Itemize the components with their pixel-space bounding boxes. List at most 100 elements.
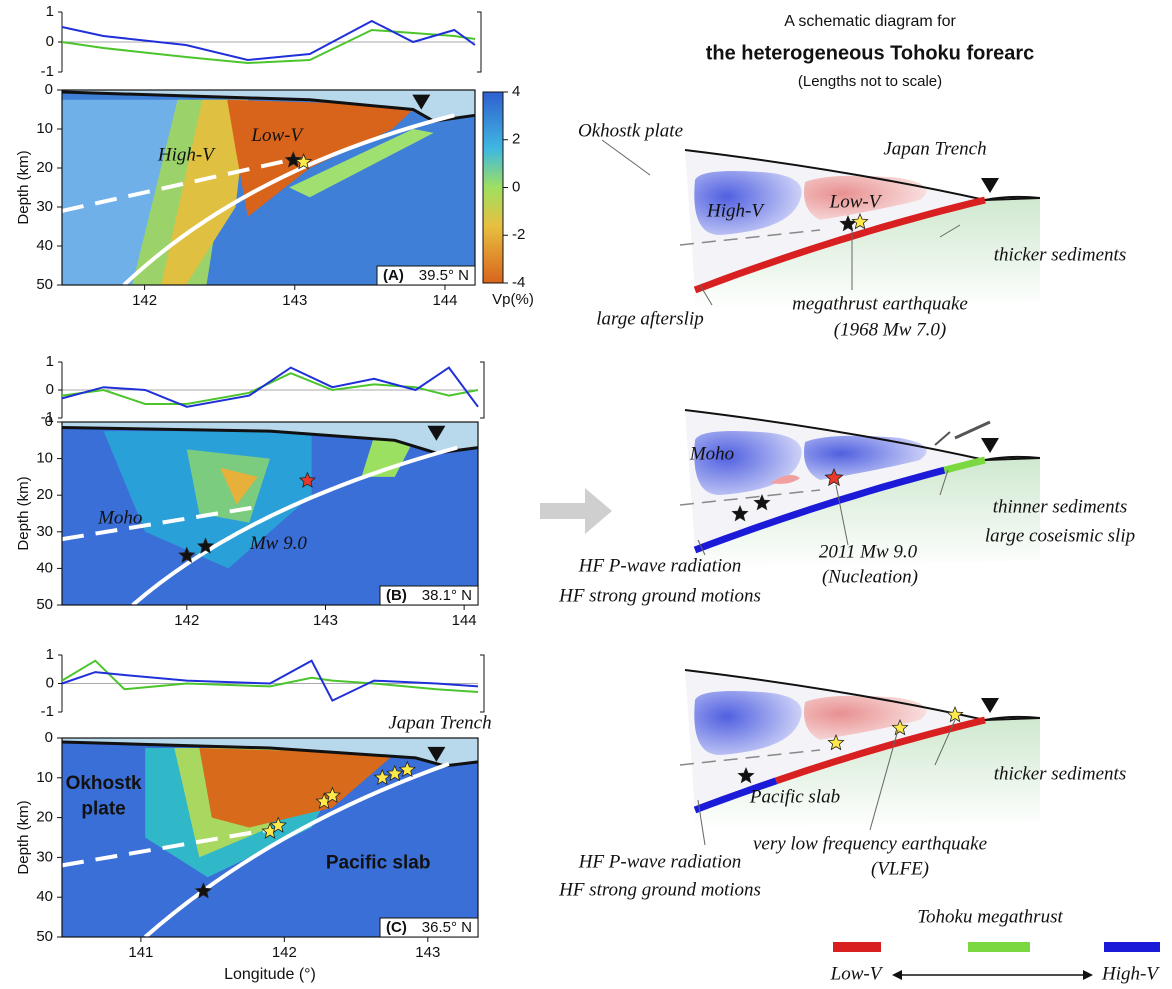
y-tick-label: 40	[36, 237, 53, 254]
y-tick-label: 20	[36, 486, 53, 503]
profile-blue	[61, 19, 476, 62]
upper-plate	[684, 149, 1041, 202]
star	[323, 786, 341, 804]
y-tick-label: 20	[36, 159, 53, 176]
seafloor	[61, 740, 479, 768]
x-tick-label: 143	[282, 292, 307, 309]
seafloor	[61, 90, 476, 123]
y-tick-label: 30	[36, 198, 53, 215]
latitude: 38.1° N	[422, 587, 472, 604]
schematic-subtitle: the heterogeneous Tohoku forearc	[706, 42, 1035, 64]
ocean	[62, 422, 478, 454]
moho	[61, 158, 290, 213]
bracket	[477, 11, 482, 73]
x-tick-label: 142	[272, 944, 297, 961]
velocity-region	[361, 436, 416, 477]
schematic-label: megathrust earthquake	[792, 293, 968, 314]
high-v-body	[694, 691, 802, 755]
schematic-label: thinner sediments	[993, 496, 1128, 517]
y-tick-label: 10	[36, 450, 53, 467]
pointer	[939, 224, 961, 238]
velocity-region	[199, 748, 395, 828]
high-v-body	[694, 431, 802, 495]
slip-arrow	[954, 420, 991, 440]
panel-id: (C)	[386, 919, 407, 936]
x-tick-label: 142	[132, 292, 157, 309]
schematic-label: 2011 Mw 9.0	[819, 541, 918, 562]
legend-label: High-V	[1101, 963, 1160, 984]
star	[851, 212, 869, 230]
pointer	[699, 284, 713, 306]
pointer	[697, 799, 706, 846]
pointer	[939, 469, 949, 496]
y-tick-label: 40	[36, 559, 53, 576]
x-tick-label: 143	[415, 944, 440, 961]
schematic-title: A schematic diagram for	[784, 13, 956, 30]
x-tick-label: 142	[174, 612, 199, 629]
ocean	[62, 90, 475, 122]
low-v-patch	[770, 474, 800, 484]
panel-id: (B)	[386, 587, 407, 604]
schematic-label: very low frequency earthquake	[753, 833, 987, 854]
seafloor	[984, 195, 1041, 201]
schematic-label: HF P-wave radiation	[578, 555, 742, 576]
pointer	[869, 729, 899, 831]
mantle	[695, 718, 1040, 830]
star	[298, 471, 316, 488]
y-tick-label: 1	[46, 3, 54, 20]
slab-interface	[131, 445, 458, 607]
frame	[61, 737, 479, 938]
colorbar	[482, 91, 504, 284]
star	[373, 768, 391, 786]
annotation: Low-V	[250, 125, 304, 146]
x-tick-label: 141	[128, 944, 153, 961]
y-tick-label: -1	[41, 409, 54, 426]
transition-arrow	[540, 488, 612, 534]
panel-tag-box	[376, 265, 476, 286]
velocity-region	[289, 129, 434, 198]
schematic-label: Moho	[689, 443, 734, 464]
profile-blue	[61, 659, 479, 702]
annotation: plate	[81, 799, 125, 820]
y-tick-label: 0	[45, 81, 53, 98]
moho	[679, 749, 821, 766]
x-axis-label: Longitude (°)	[224, 966, 316, 983]
panel-tag-box	[379, 585, 479, 606]
colorbar-tick-label: -4	[512, 274, 525, 291]
mantle	[695, 198, 1040, 310]
trench-marker	[981, 698, 999, 713]
schematic-label: thicker sediments	[994, 244, 1126, 265]
low-v-body	[804, 695, 927, 740]
low-v-body	[804, 175, 927, 220]
pointer	[835, 484, 849, 546]
megathrust	[693, 777, 778, 814]
annotation: Moho	[97, 507, 142, 528]
x-tick-label: 144	[432, 292, 457, 309]
star	[386, 764, 404, 782]
y-tick-label: 40	[36, 888, 53, 905]
upper-plate	[684, 669, 1041, 722]
schematic-label: High-V	[706, 200, 765, 221]
frame	[61, 89, 476, 286]
star	[891, 718, 909, 736]
schematic-note: (Lengths not to scale)	[798, 73, 942, 90]
mantle	[695, 458, 1040, 570]
colorbar-tick-label: 4	[512, 83, 520, 100]
megathrust	[693, 196, 986, 294]
moho	[61, 827, 271, 868]
colorbar-tick-label: 0	[512, 178, 520, 195]
schematic-label: HF strong ground motions	[558, 879, 761, 900]
y-tick-label: 50	[36, 276, 53, 293]
pointer	[934, 719, 956, 766]
slab-interface	[143, 761, 450, 939]
star	[196, 537, 215, 554]
legend-swatch	[833, 942, 881, 952]
trench-marker	[427, 425, 446, 441]
upper-plate	[684, 409, 1041, 462]
trench-marker	[427, 746, 446, 762]
schematic-label: HF strong ground motions	[558, 585, 761, 606]
panel-id: (A)	[383, 267, 404, 284]
x-tick-label: 143	[313, 612, 338, 629]
y-tick-label: 0	[45, 729, 53, 746]
